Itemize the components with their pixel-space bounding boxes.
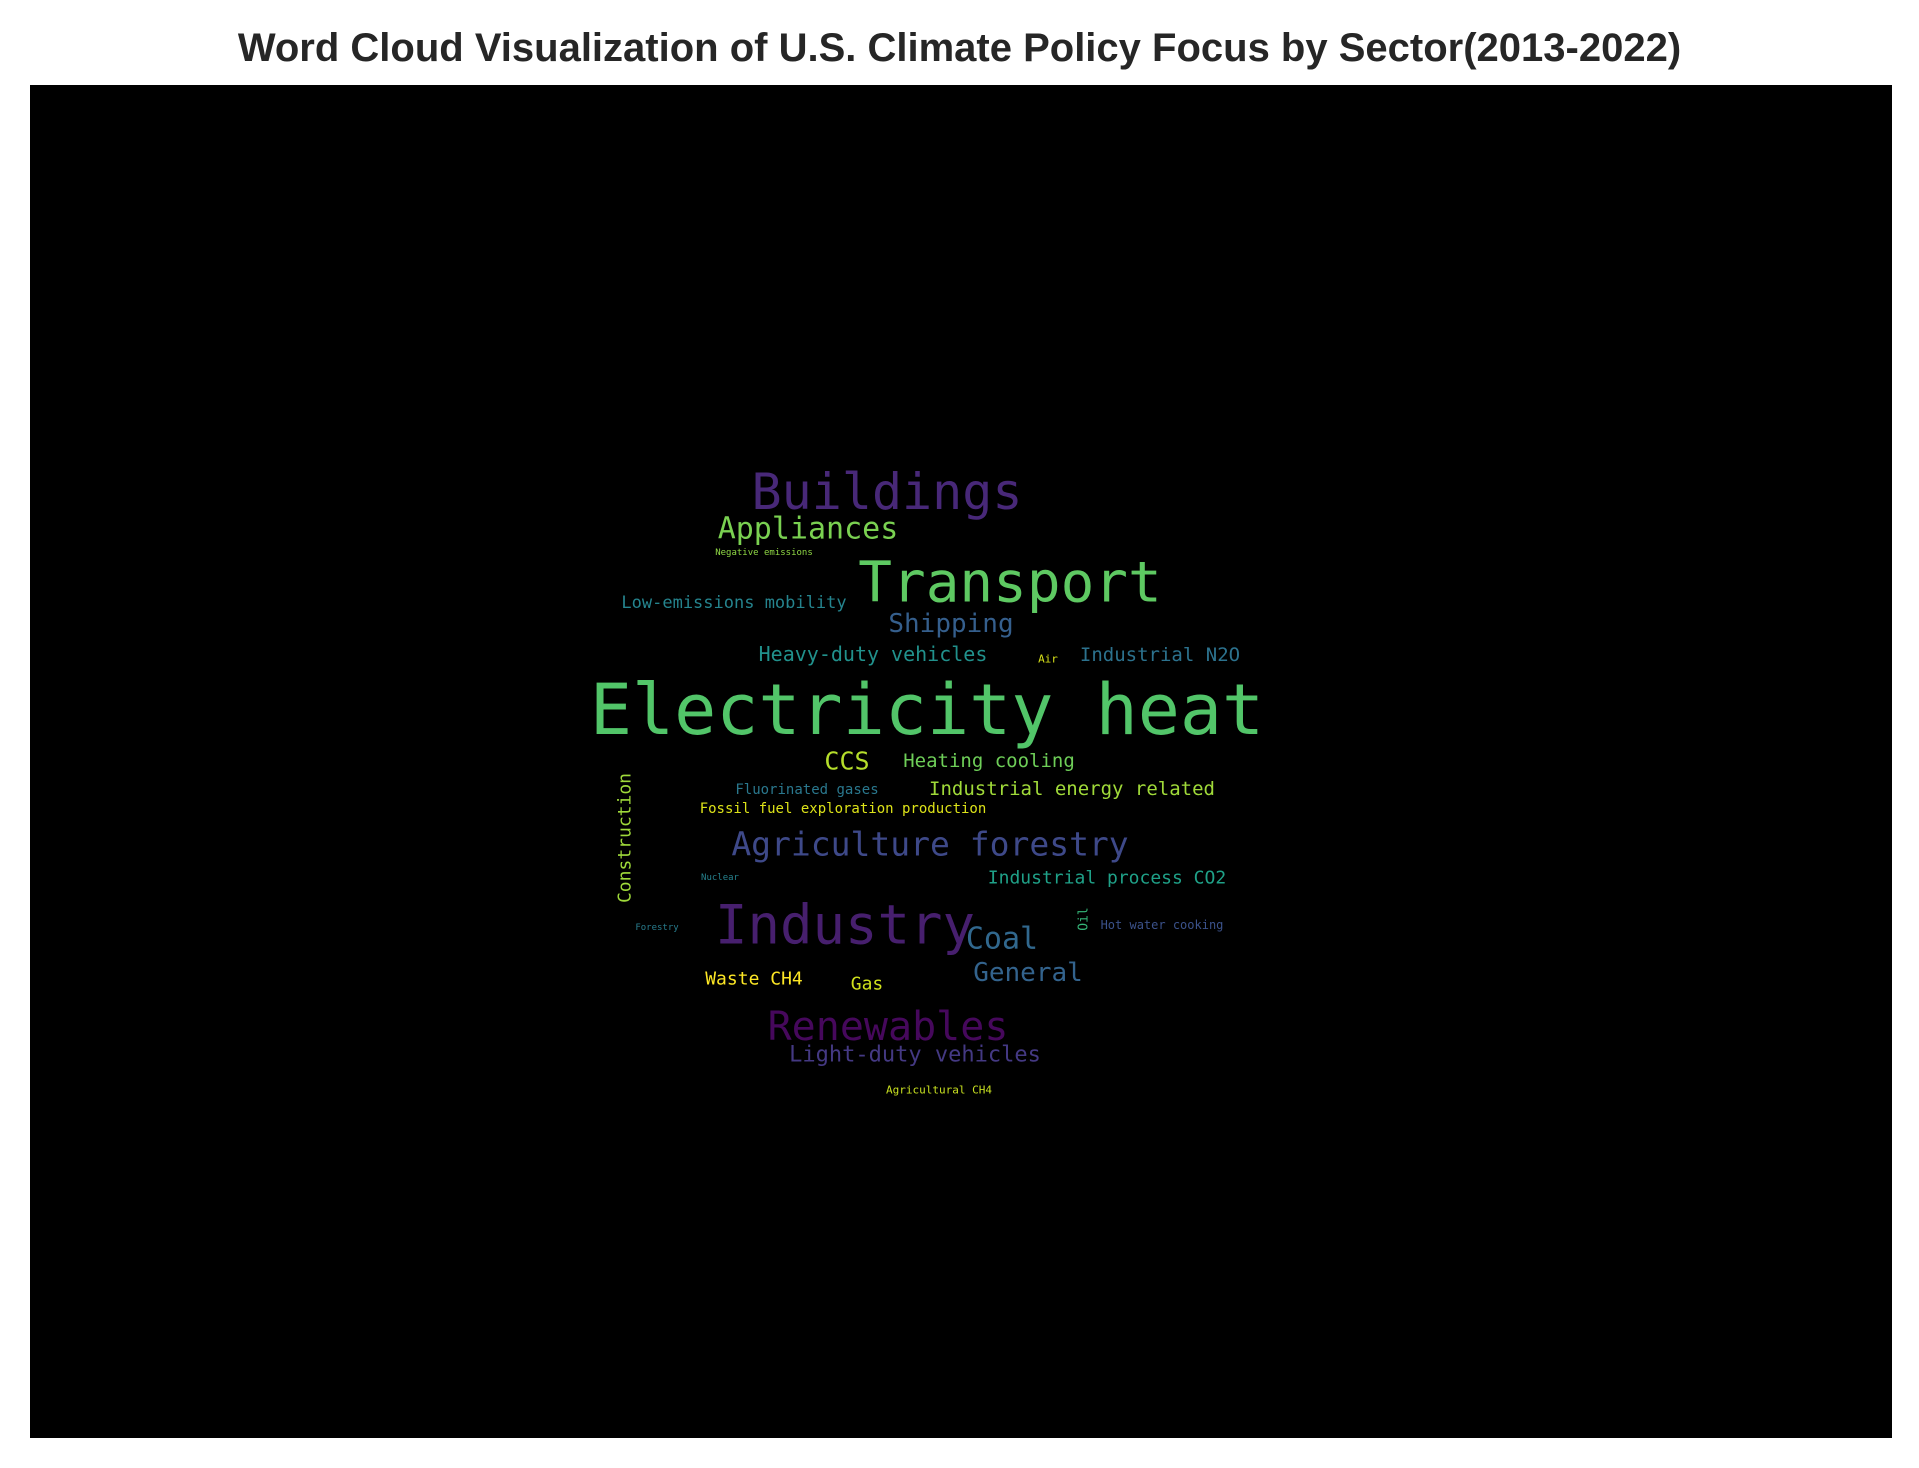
word-transport: Transport — [858, 551, 1161, 616]
word-waste-ch4: Waste CH4 — [705, 969, 803, 990]
word-air: Air — [1038, 653, 1058, 666]
word-heavy-duty-vehicles: Heavy-duty vehicles — [759, 642, 988, 666]
word-electricity-heat: Electricity heat — [590, 669, 1264, 751]
word-fossil-fuel-exploration-production: Fossil fuel exploration production — [700, 801, 987, 817]
word-buildings: Buildings — [752, 463, 1023, 521]
word-oil: Oil — [1077, 907, 1092, 930]
word-gas: Gas — [851, 974, 884, 995]
word-appliances: Appliances — [718, 512, 899, 547]
word-heating-cooling: Heating cooling — [903, 750, 1075, 772]
word-agriculture-forestry: Agriculture forestry — [731, 825, 1128, 864]
word-industrial-process-co2: Industrial process CO2 — [988, 868, 1226, 889]
word-hot-water-cooking: Hot water cooking — [1101, 918, 1224, 932]
word-shipping: Shipping — [888, 609, 1013, 639]
word-low-emissions-mobility: Low-emissions mobility — [621, 593, 846, 613]
word-construction: Construction — [615, 773, 636, 903]
word-general: General — [973, 958, 1083, 988]
word-industrial-n2o: Industrial N2O — [1080, 644, 1240, 666]
word-forestry: Forestry — [635, 923, 679, 933]
word-ccs: CCS — [824, 747, 869, 776]
word-industrial-energy-related: Industrial energy related — [929, 778, 1215, 800]
chart-title: Word Cloud Visualization of U.S. Climate… — [237, 26, 1682, 70]
word-coal: Coal — [966, 922, 1038, 957]
word-negative-emissions: Negative emissions — [715, 548, 813, 558]
word-industry: Industry — [715, 894, 975, 957]
word-nuclear: Nuclear — [701, 873, 740, 883]
word-agricultural-ch4: Agricultural CH4 — [886, 1084, 992, 1097]
word-cloud-panel — [30, 85, 1892, 1438]
word-light-duty-vehicles: Light-duty vehicles — [789, 1043, 1041, 1068]
word-renewables: Renewables — [768, 1004, 1009, 1050]
word-fluorinated-gases: Fluorinated gases — [735, 782, 878, 798]
